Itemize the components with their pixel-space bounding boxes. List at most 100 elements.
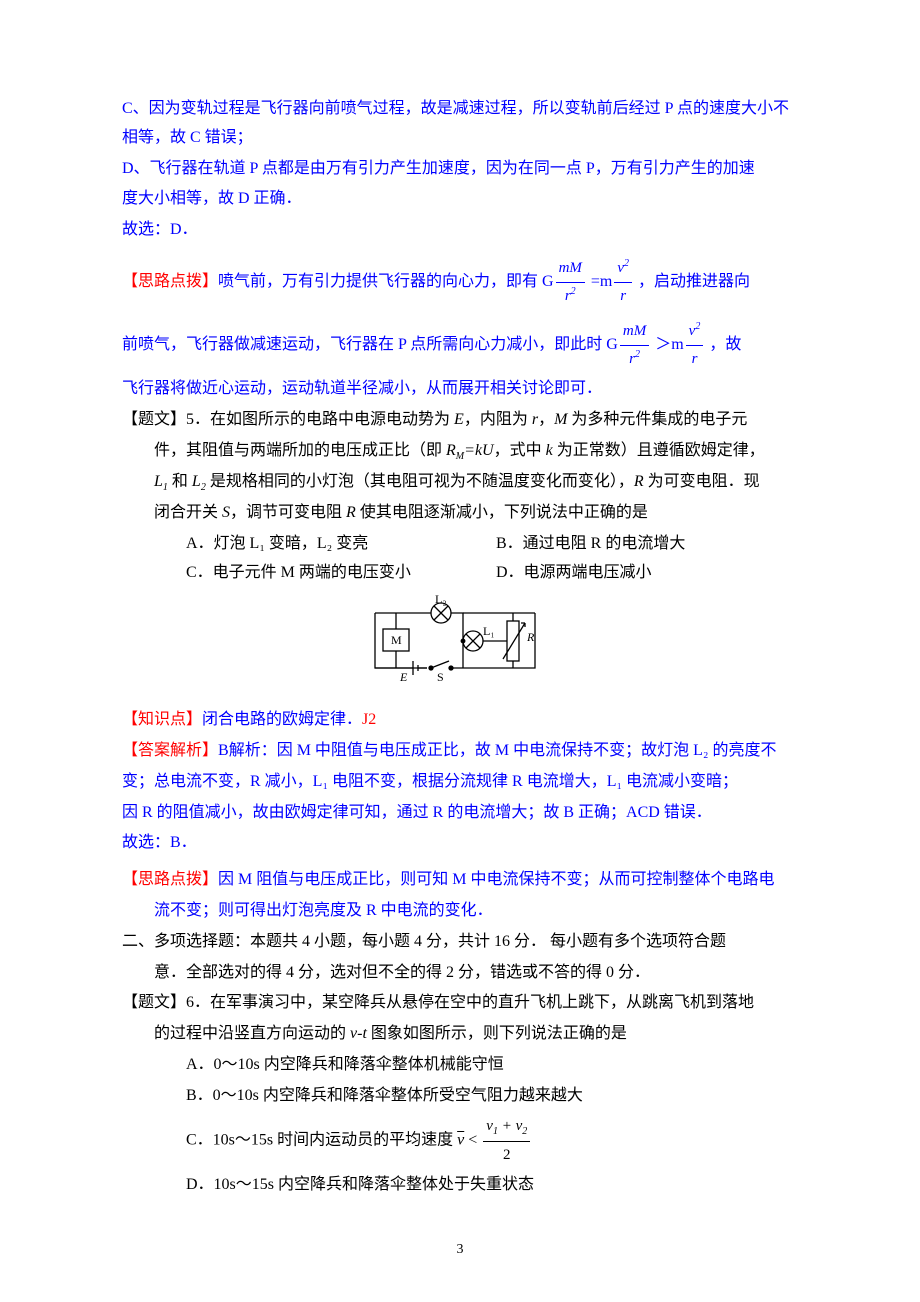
q5-ans-line2: 变；总电流不变，R 减小，L₁ 电阻不变，根据分流规律 R 电流增大，L₁ 电流…: [122, 768, 798, 797]
circuit-E-label: E: [399, 670, 408, 683]
q5-stem-line4: 闭合开关 S，调节可变电阻 R 使其电阻逐渐减小，下列说法中正确的是: [122, 499, 798, 528]
q4-tip-line2: 前喷气，飞行器做减速运动，飞行器在 P 点所需向心力减小，即此时 G mM r2 ＞…: [122, 318, 798, 373]
q6-l2: 的过程中沿竖直方向运动的: [154, 1025, 350, 1042]
den-r-1: r: [620, 288, 626, 304]
q6-opt-c: C．10s～15s 时间内运动员的平均速度 v < v1 + v22: [122, 1113, 798, 1169]
q4-opt-d-line2: 度大小相等，故 D 正确．: [122, 185, 798, 214]
fraction-mM-r2-1: mM r2: [556, 255, 585, 310]
q4-opt-c: C、因为变轨过程是飞行器向前喷气过程，故是减速过程，所以变轨前后经过 P 点的速…: [122, 95, 798, 153]
q6-label: 【题文】6．: [122, 994, 210, 1011]
q5-options: A．灯泡 L₁ 变暗，L₂ 变亮 B．通过电阻 R 的电流增大 C．电子元件 M…: [122, 530, 798, 588]
circuit-L2-label: L₂: [435, 593, 447, 606]
q5-stem2: ，内阻为: [464, 411, 532, 428]
q4-tip-after1: ，启动推进器向: [634, 273, 750, 290]
q5-tip-text1: 因 M 阻值与电压成正比，则可知 M 中电流保持不变；从而可控制整体个电路电: [218, 871, 774, 888]
q5-ans-line1: 【答案解析】B解析：因 M 中阻值与电压成正比，故 M 中电流保持不变；故灯泡 …: [122, 737, 798, 766]
fraction-v2-r-1: v2 r: [614, 255, 632, 310]
q6-l2b: 图象如图所示，则下列说法正确的是: [367, 1025, 627, 1042]
q5-l4a: 闭合开关: [154, 504, 222, 521]
q5-stem4: 为多种元件集成的电子元: [567, 411, 747, 428]
q5-tip-line1: 【思路点拨】因 M 阻值与电压成正比，则可知 M 中电流保持不变；从而可控制整体…: [122, 866, 798, 895]
q6-l1: 在军事演习中，某空降兵从悬停在空中的直升飞机上跳下，从跳离飞机到落地: [210, 994, 754, 1011]
q6-line2: 的过程中沿竖直方向运动的 v-t 图象如图所示，则下列说法正确的是: [122, 1020, 798, 1049]
fraction-mM-r2-2: mM r2: [620, 318, 649, 373]
q4-tip-line3: 飞行器将做近心运动，运动轨道半径减小，从而展开相关讨论即可．: [122, 375, 798, 404]
q5-label: 【题文】5．: [122, 411, 210, 428]
q4-tip-mid1: =m: [587, 273, 612, 290]
q5-l4b: ，调节可变电阻: [230, 504, 346, 521]
q5-stem-line1: 【题文】5．在如图所示的电路中电源电动势为 E，内阻为 r，M 为多种元件集成的…: [122, 406, 798, 435]
q5-ans-text1: 解析：因 M 中阻值与电压成正比，故 M 中电流保持不变；故灯泡 L₂ 的亮度不: [229, 742, 777, 759]
q5-l2c: 为正常数）且遵循欧姆定律，: [553, 442, 765, 459]
q5-stem1: 在如图所示的电路中电源电动势为: [210, 411, 454, 428]
q4-tip-label: 【思路点拨】: [122, 273, 218, 290]
section2-line1: 二、多项选择题：本题共 4 小题，每小题 4 分，共计 16 分． 每小题有多个…: [122, 928, 798, 957]
q4-tip-line2-end: ，故: [705, 336, 741, 353]
q5-S: S: [222, 504, 230, 521]
q5-stem-line3: L1 和 L2 是规格相同的小灯泡（其电阻可视为不随温度变化而变化），R 为可变…: [122, 468, 798, 497]
q5-RM: RM: [446, 442, 464, 459]
den-r-2: r: [692, 351, 698, 367]
q5-kp-text: 闭合电路的欧姆定律．: [202, 711, 362, 728]
q5-ans-b: B: [218, 742, 229, 759]
q5-M: M: [554, 411, 567, 428]
den-r2-2: r2: [629, 351, 640, 367]
q5-tip-line2: 流不变；则可得出灯泡亮度及 R 中电流的变化．: [122, 897, 798, 926]
q5-stem3: ，: [538, 411, 554, 428]
q5-l3b: 是规格相同的小灯泡（其电阻可视为不随温度变化而变化），: [206, 473, 634, 490]
q6-optC-lt: <: [464, 1131, 481, 1148]
den-r2-1: r2: [565, 288, 576, 304]
q5-stem-line2: 件，其阻值与两端所加的电压成正比（即 RM=kU，式中 k 为正常数）且遵循欧姆…: [122, 437, 798, 466]
q5-ans-select: 故选：B．: [122, 829, 798, 858]
q5-opt-c: C．电子元件 M 两端的电压变小: [186, 559, 496, 588]
q4-tip-line2-mid: ＞m: [651, 336, 683, 353]
q5-ans-label: 【答案解析】: [122, 742, 218, 759]
q6-line1: 【题文】6．在军事演习中，某空降兵从悬停在空中的直升飞机上跳下，从跳离飞机到落地: [122, 989, 798, 1018]
q5-ans-line3: 因 R 的阻值减小，故由欧姆定律可知，通过 R 的电流增大；故 B 正确；ACD…: [122, 799, 798, 828]
q6-opt-a: A．0～10s 内空降兵和降落伞整体机械能守恒: [122, 1051, 798, 1080]
q5-R2: R: [346, 504, 356, 521]
circuit-S-label: S: [437, 670, 444, 683]
fraction-v2-r-2: v2 r: [686, 318, 704, 373]
q5-opt-b: B．通过电阻 R 的电流增大: [496, 530, 685, 559]
q5-eqkU: =kU: [464, 442, 493, 459]
num-mM-2: mM: [623, 323, 646, 339]
q4-tip-before: 喷气前，万有引力提供飞行器的向心力，即有 G: [218, 273, 554, 290]
q5-l2b: ，式中: [494, 442, 546, 459]
q5-l3a: 和: [168, 473, 192, 490]
q5-R: R: [634, 473, 644, 490]
q5-tip-label: 【思路点拨】: [122, 871, 218, 888]
q6-opt-b: B．0～10s 内空降兵和降落伞整体所受空气阻力越来越大: [122, 1082, 798, 1111]
q5-kp: 【知识点】闭合电路的欧姆定律．J2: [122, 706, 798, 735]
q4-select: 故选：D．: [122, 216, 798, 245]
q6-frac-den: 2: [483, 1142, 530, 1169]
q5-kp-code: J2: [362, 711, 376, 728]
q4-opt-d-line1: D、飞行器在轨道 P 点都是由万有引力产生加速度，因为在同一点 P，万有引力产生…: [122, 155, 798, 184]
section2-line2: 意．全部选对的得 4 分，选对但不全的得 2 分，错选或不答的得 0 分．: [122, 959, 798, 988]
num-v2-2: v2: [689, 323, 701, 339]
q5-l2a: 件，其阻值与两端所加的电压成正比（即: [154, 442, 446, 459]
circuit-M-label: M: [391, 633, 402, 647]
num-v2-1: v2: [617, 260, 629, 276]
q6-frac-num: v1 + v2: [486, 1118, 527, 1134]
q6-opt-d: D．10s～15s 内空降兵和降落伞整体处于失重状态: [122, 1171, 798, 1200]
circuit-R-label: R: [526, 630, 535, 644]
q5-l3c: 为可变电阻．现: [644, 473, 760, 490]
q5-kp-label: 【知识点】: [122, 711, 202, 728]
circuit-L1-label: L₁: [483, 624, 495, 638]
q6-vt: v-t: [350, 1025, 367, 1042]
q6-frac: v1 + v2 2: [483, 1113, 530, 1169]
page-number: 3: [0, 1237, 920, 1262]
q5-l4c: 使其电阻逐渐减小，下列说法中正确的是: [356, 504, 648, 521]
num-mM-1: mM: [559, 260, 582, 276]
q5-circuit-diagram: M E S L₂ L₁ R: [122, 593, 798, 694]
q5-L2: L2: [192, 473, 206, 490]
q5-k: k: [546, 442, 553, 459]
q5-E: E: [454, 411, 464, 428]
q5-opt-d: D．电源两端电压减小: [496, 559, 652, 588]
q5-L1: L1: [154, 473, 168, 490]
q4-tip-line1: 【思路点拨】喷气前，万有引力提供飞行器的向心力，即有 G mM r2 =m v2 r ，…: [122, 255, 798, 310]
q5-opt-a: A．灯泡 L₁ 变暗，L₂ 变亮: [186, 530, 496, 559]
q6-optC-a: C．10s～15s 时间内运动员的平均速度: [186, 1131, 453, 1148]
q4-tip-line2-a: 前喷气，飞行器做减速运动，飞行器在 P 点所需向心力减小，即此时 G: [122, 336, 618, 353]
